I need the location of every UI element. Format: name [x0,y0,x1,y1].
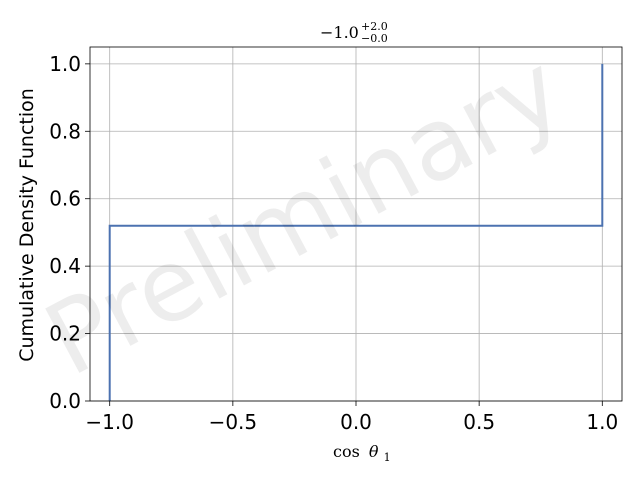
y-tick-label: 0.4 [49,254,81,278]
chart-title-sup: +2.0 [361,20,388,33]
x-tick-label: 0.0 [340,410,372,434]
chart-title-base: −1.0 [320,23,359,42]
x-ticks: −1.0 −0.5 0.0 0.5 1.0 [85,401,618,434]
y-tick-label: 1.0 [49,52,81,76]
y-tick-label: 0.2 [49,322,81,346]
x-axis-label: cos θ 1 [333,442,391,464]
x-tick-label: 0.5 [463,410,495,434]
x-tick-label: −1.0 [85,410,134,434]
y-tick-label: 0.6 [49,187,81,211]
x-axis-label-var: θ [369,442,379,461]
x-tick-label: 1.0 [586,410,618,434]
y-tick-label: 0.8 [49,119,81,143]
chart-title-sub: −0.0 [361,32,388,45]
cdf-series-line [108,63,604,401]
x-tick-label: −0.5 [209,410,258,434]
x-axis-label-func: cos [333,442,360,461]
y-axis-label: Cumulative Density Function [16,88,38,362]
y-ticks: 0.0 0.2 0.4 0.6 0.8 1.0 [49,52,90,413]
y-tick-label: 0.0 [49,389,81,413]
series-layer [108,63,604,401]
x-axis-label-index: 1 [384,451,391,464]
chart-title: −1.0 +2.0 −0.0 [320,15,393,45]
grid [90,47,622,402]
